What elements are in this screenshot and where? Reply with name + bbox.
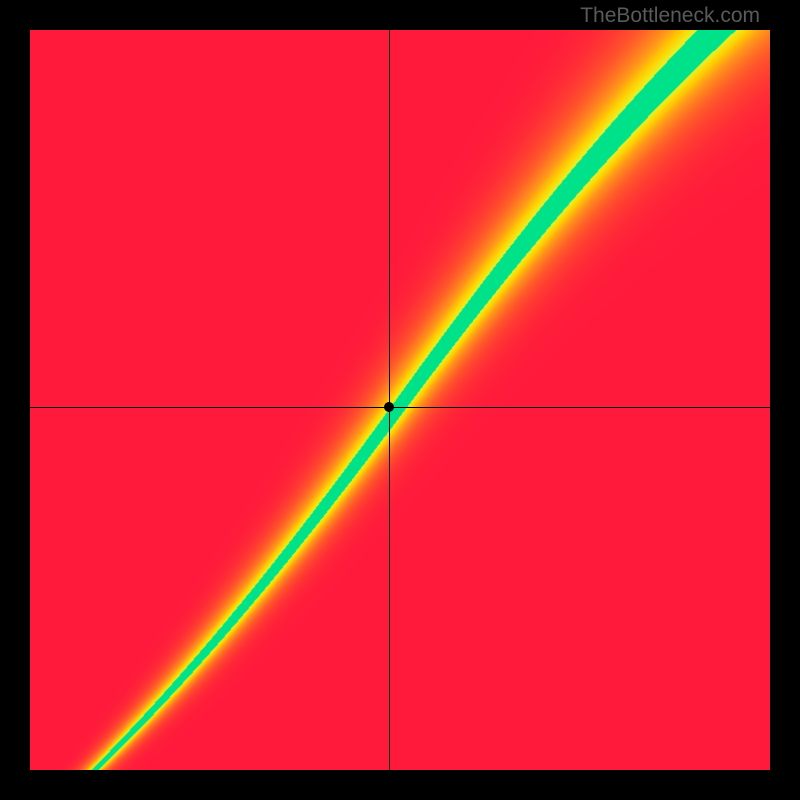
watermark-text: TheBottleneck.com: [580, 4, 760, 28]
crosshair-vertical: [389, 30, 390, 770]
crosshair-horizontal: [30, 407, 770, 408]
heatmap-canvas: [30, 30, 770, 770]
chart-container: { "watermark": "TheBottleneck.com", "plo…: [0, 0, 800, 800]
heatmap-plot: [30, 30, 770, 770]
crosshair-marker: [384, 402, 394, 412]
